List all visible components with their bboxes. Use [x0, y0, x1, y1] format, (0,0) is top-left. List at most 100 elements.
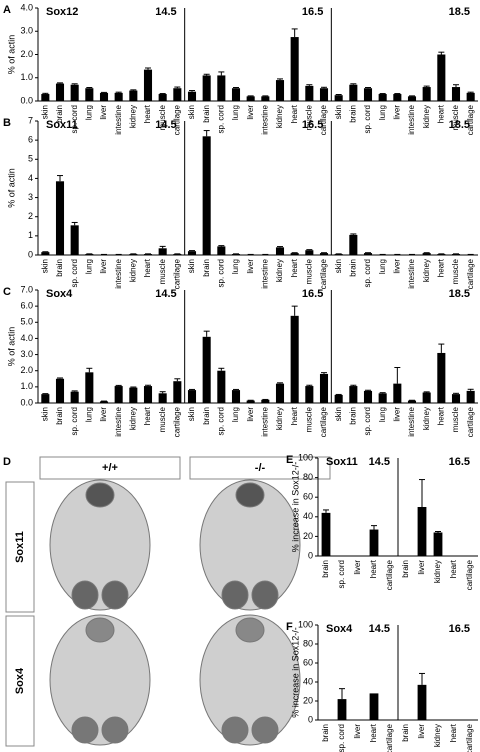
y-tick-label: 6.0: [20, 301, 33, 311]
x-tick-label: lung: [231, 259, 240, 274]
bar: [158, 94, 167, 101]
x-tick-label: skin: [187, 105, 196, 119]
bar: [85, 372, 94, 403]
x-tick-label: sp. cord: [337, 560, 346, 588]
x-tick-label: liver: [392, 407, 401, 422]
y-tick-label: 7: [28, 115, 33, 125]
bar: [393, 383, 402, 403]
bar: [422, 87, 431, 101]
y-axis-label: % increase in Sox12-/-: [290, 462, 300, 553]
bar: [290, 315, 299, 403]
bar: [451, 87, 461, 101]
x-tick-label: cartilage: [172, 104, 181, 135]
x-tick-label: heart: [143, 406, 152, 425]
row-label: Sox4: [14, 667, 26, 694]
y-tick-label: 0: [308, 714, 313, 724]
x-tick-label: kidney: [128, 407, 137, 430]
stage-label: 16.5: [302, 6, 323, 18]
x-tick-label: heart: [369, 723, 378, 742]
y-axis-label: % of actin: [6, 168, 16, 208]
bar: [231, 254, 241, 255]
y-tick-label: 3.0: [20, 26, 33, 36]
y-tick-label: 5.0: [20, 317, 33, 327]
y-tick-label: 0.0: [20, 95, 33, 105]
x-tick-label: sp. cord: [363, 105, 372, 133]
y-tick-label: 2.0: [20, 49, 33, 59]
stage-label: 14.5: [369, 456, 390, 468]
stage-label: 14.5: [155, 288, 176, 300]
bar: [407, 400, 417, 403]
x-tick-label: brain: [401, 724, 410, 742]
x-tick-label: cartilage: [385, 559, 394, 590]
x-tick-label: kidney: [433, 560, 442, 583]
bar: [334, 95, 343, 101]
bar: [41, 252, 50, 255]
bar: [334, 254, 343, 255]
bar: [55, 378, 65, 403]
y-tick-label: 6: [28, 135, 33, 145]
x-tick-label: sp. cord: [337, 724, 346, 752]
x-tick-label: liver: [417, 560, 426, 575]
x-tick-label: heart: [290, 104, 299, 123]
x-tick-label: heart: [449, 559, 458, 578]
bar: [319, 253, 329, 255]
bar: [55, 83, 65, 101]
bar: [143, 254, 153, 255]
bar: [290, 253, 299, 255]
x-tick-label: brain: [202, 407, 211, 425]
x-tick-label: cartilage: [385, 723, 394, 752]
bar: [349, 234, 358, 255]
bar: [70, 225, 79, 255]
y-tick-label: 20: [303, 695, 313, 705]
x-tick-label: liver: [353, 560, 362, 575]
x-tick-label: heart: [436, 406, 445, 425]
bar: [451, 394, 461, 403]
bar: [202, 136, 211, 255]
x-tick-label: cartilage: [319, 104, 328, 135]
bar: [363, 88, 373, 101]
x-tick-label: heart: [290, 258, 299, 277]
bar: [349, 386, 358, 403]
panel-letter: C: [3, 286, 11, 298]
x-tick-label: skin: [334, 407, 343, 421]
x-tick-label: skin: [334, 105, 343, 119]
x-tick-label: brain: [348, 105, 357, 123]
bar: [129, 254, 138, 255]
x-tick-label: sp. cord: [216, 259, 225, 287]
y-tick-label: 1: [28, 230, 33, 240]
y-tick-label: 60: [303, 492, 313, 502]
x-tick-label: liver: [246, 105, 255, 120]
x-tick-label: lung: [231, 105, 240, 120]
bar: [417, 684, 427, 720]
chart-title: Sox11: [46, 119, 78, 131]
bar: [466, 92, 475, 101]
x-tick-label: sp. cord: [216, 407, 225, 435]
x-tick-label: muscle: [158, 258, 167, 284]
x-tick-label: brain: [55, 407, 64, 425]
y-tick-label: 5: [28, 154, 33, 164]
bar: [437, 352, 446, 403]
y-tick-label: 60: [303, 657, 313, 667]
x-tick-label: kidney: [422, 105, 431, 128]
x-tick-label: lung: [378, 407, 387, 422]
bar: [187, 390, 197, 403]
y-tick-label: 40: [303, 676, 313, 686]
x-tick-label: lung: [84, 407, 93, 422]
chart-title: Sox4: [46, 288, 73, 300]
x-tick-label: skin: [40, 407, 49, 421]
bar: [369, 529, 379, 556]
x-tick-label: lung: [378, 259, 387, 274]
bar: [246, 96, 255, 101]
bar: [275, 247, 285, 255]
x-tick-label: liver: [392, 259, 401, 274]
y-axis-label: % increase in Sox12-/-: [290, 627, 300, 718]
x-tick-label: intestine: [407, 258, 416, 288]
bar: [55, 181, 65, 255]
bar: [261, 399, 270, 403]
stage-label: 18.5: [449, 119, 470, 131]
x-tick-label: heart: [369, 559, 378, 578]
chart-title: Sox12: [46, 6, 78, 18]
x-tick-label: liver: [392, 105, 401, 120]
bar: [173, 88, 182, 101]
y-tick-label: 7.0: [20, 284, 33, 294]
